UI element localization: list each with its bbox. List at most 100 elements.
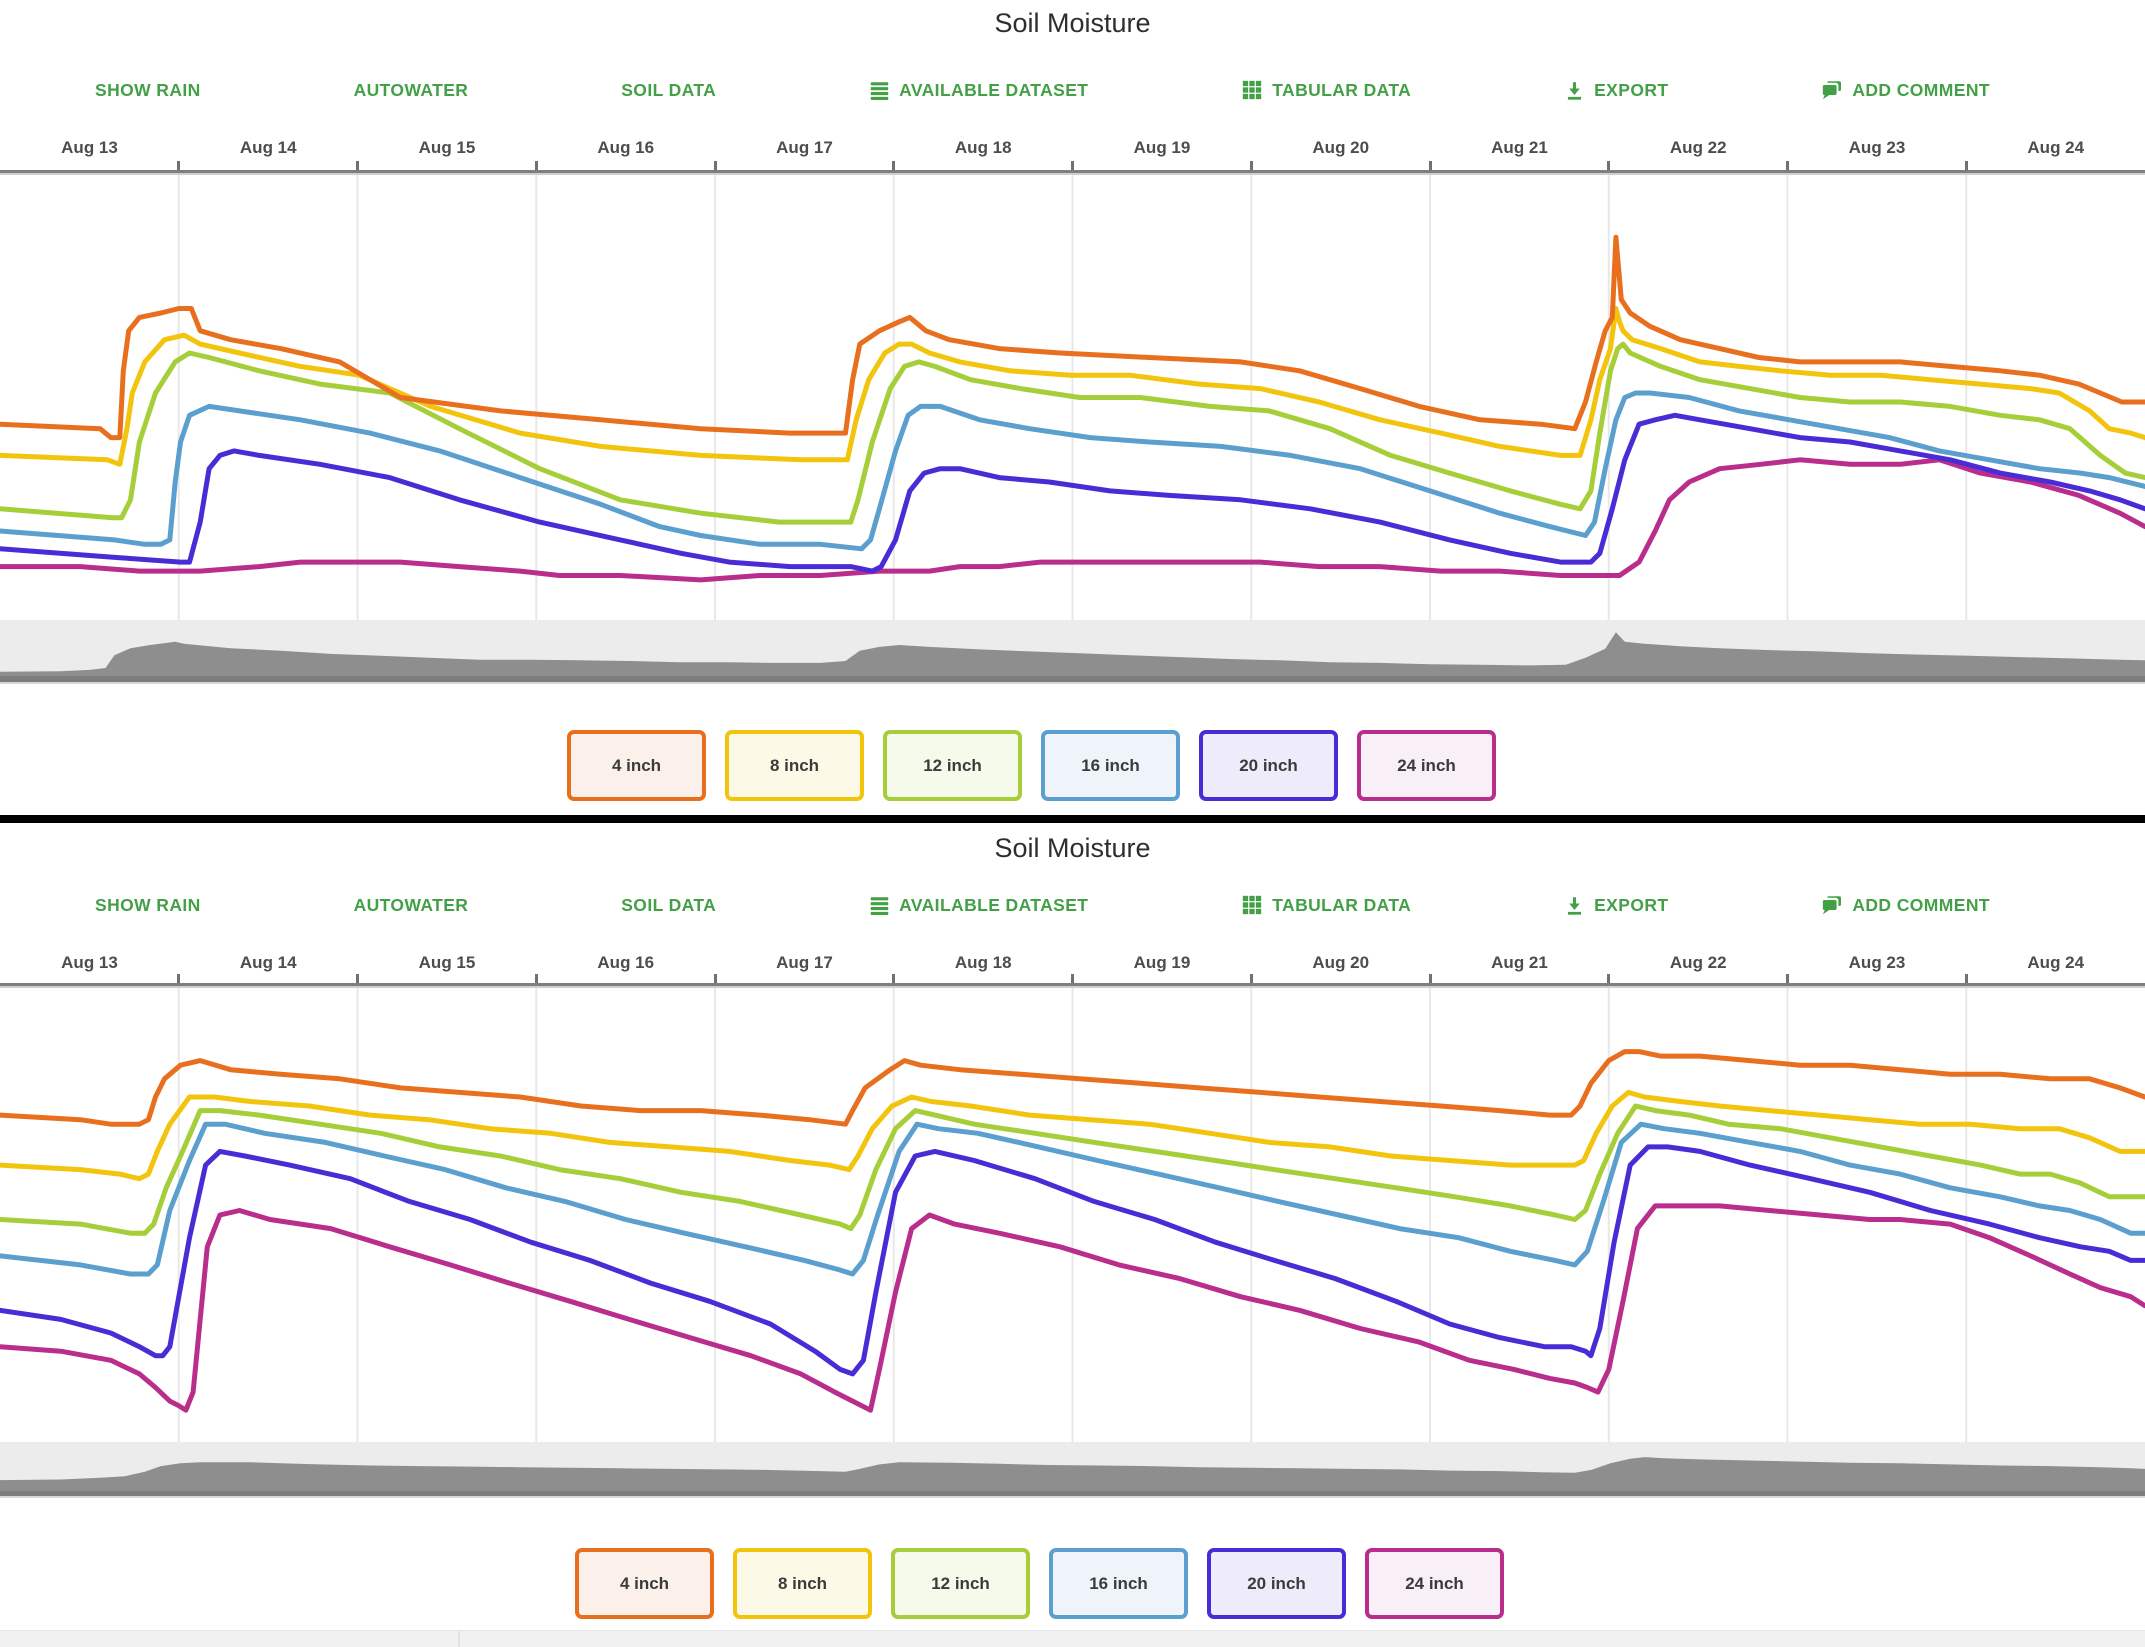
soil-data-button[interactable]: SOIL DATA bbox=[621, 895, 716, 916]
series-line-20-inch bbox=[0, 412, 2145, 574]
soil-data-button[interactable]: SOIL DATA bbox=[621, 80, 716, 101]
series-line-24-inch bbox=[0, 457, 2145, 583]
panel-title: Soil Moisture bbox=[994, 833, 1151, 863]
x-axis-tick bbox=[1428, 974, 1432, 984]
navigator-base-strip bbox=[0, 676, 2145, 684]
x-axis-tick bbox=[892, 161, 896, 171]
x-axis-labels: Aug 13 Aug 14 Aug 15 Aug 16 Aug 17 Aug 18 Aug … bbox=[0, 953, 2145, 979]
legend-item-16-inch[interactable]: 16 inch bbox=[1041, 730, 1180, 801]
list-icon bbox=[869, 80, 890, 101]
list-icon bbox=[869, 895, 890, 916]
legend-item-24-inch[interactable]: 24 inch bbox=[1357, 730, 1496, 801]
show-rain-button[interactable]: SHOW RAIN bbox=[95, 895, 201, 916]
show-rain-label: SHOW RAIN bbox=[95, 79, 201, 100]
legend-item-4-inch[interactable]: 4 inch bbox=[567, 730, 706, 801]
x-axis-tick bbox=[534, 161, 538, 171]
x-axis-label-aug-22: Aug 22 bbox=[1669, 953, 1727, 972]
x-axis-label-aug-23: Aug 23 bbox=[1848, 953, 1906, 972]
legend-item-20-inch[interactable]: 20 inch bbox=[1199, 730, 1338, 801]
soil-data-label: SOIL DATA bbox=[621, 894, 717, 915]
x-axis-tick bbox=[1249, 974, 1253, 984]
series-line-8-inch bbox=[0, 1089, 2145, 1182]
legend-item-24-inch[interactable]: 24 inch bbox=[1365, 1548, 1504, 1619]
x-axis-label-aug-16: Aug 16 bbox=[597, 953, 655, 972]
comment-icon bbox=[1821, 79, 1843, 101]
x-axis-tick bbox=[356, 161, 359, 171]
soil-moisture-chart[interactable] bbox=[0, 988, 2145, 1442]
x-axis-label-aug-16: Aug 16 bbox=[597, 138, 655, 157]
panel-divider bbox=[0, 815, 2145, 823]
export-label: EXPORT bbox=[1594, 79, 1669, 100]
legend-item-12-inch[interactable]: 12 inch bbox=[883, 730, 1022, 801]
legend-item-20-inch[interactable]: 20 inch bbox=[1207, 1548, 1346, 1619]
tabular-data-button[interactable]: TABULAR DATA bbox=[1241, 894, 1411, 916]
soil-moisture-panel-bottom: Soil Moisture SHOW RAIN AUTOWATER SOIL D… bbox=[0, 823, 2145, 1630]
navigator-area bbox=[0, 632, 2145, 684]
x-axis-label-aug-13: Aug 13 bbox=[61, 138, 118, 157]
legend: 4 inch 8 inch 12 inch 16 inch 20 inch 24 inch bbox=[567, 730, 1496, 801]
autowater-button[interactable]: AUTOWATER bbox=[354, 895, 469, 916]
rain-navigator-band[interactable] bbox=[0, 1442, 2145, 1498]
x-axis-ticks bbox=[0, 974, 2145, 984]
x-axis-label-aug-19: Aug 19 bbox=[1133, 953, 1191, 972]
show-rain-button[interactable]: SHOW RAIN bbox=[95, 80, 201, 101]
autowater-label: AUTOWATER bbox=[353, 894, 469, 915]
x-axis-label-aug-21: Aug 21 bbox=[1491, 953, 1548, 972]
x-axis-tick bbox=[892, 974, 896, 984]
x-axis-label-aug-20: Aug 20 bbox=[1312, 138, 1370, 157]
x-axis-tick bbox=[1071, 161, 1074, 171]
series-line-8-inch bbox=[0, 306, 2145, 467]
x-axis-tick bbox=[713, 974, 717, 984]
x-axis-tick bbox=[1249, 161, 1253, 171]
navigator-bottom-edge bbox=[0, 1496, 2145, 1498]
autowater-label: AUTOWATER bbox=[353, 79, 469, 100]
soil-data-label: SOIL DATA bbox=[621, 79, 717, 100]
x-axis-label-aug-19: Aug 19 bbox=[1133, 138, 1191, 157]
bottom-strip bbox=[0, 1630, 2145, 1647]
series-line-20-inch bbox=[0, 1144, 2145, 1377]
legend-item-8-inch[interactable]: 8 inch bbox=[733, 1548, 872, 1619]
download-icon bbox=[1564, 895, 1585, 916]
x-axis-label-aug-15: Aug 15 bbox=[418, 953, 476, 972]
x-axis-label-aug-14: Aug 14 bbox=[239, 953, 297, 972]
export-button[interactable]: EXPORT bbox=[1564, 895, 1668, 916]
legend: 4 inch 8 inch 12 inch 16 inch 20 inch 24 inch bbox=[575, 1548, 1504, 1619]
tabular-data-button[interactable]: TABULAR DATA bbox=[1241, 79, 1411, 101]
series-line-4-inch bbox=[0, 1049, 2145, 1127]
strip-seam bbox=[458, 1631, 460, 1647]
legend-item-8-inch[interactable]: 8 inch bbox=[725, 730, 864, 801]
x-axis-tick bbox=[1607, 161, 1611, 171]
show-rain-label: SHOW RAIN bbox=[95, 894, 201, 915]
x-axis-label-aug-20: Aug 20 bbox=[1312, 953, 1370, 972]
autowater-button[interactable]: AUTOWATER bbox=[354, 80, 469, 101]
x-axis-tick bbox=[1428, 161, 1432, 171]
panel-title: Soil Moisture bbox=[994, 8, 1151, 38]
export-button[interactable]: EXPORT bbox=[1564, 80, 1668, 101]
export-label: EXPORT bbox=[1594, 894, 1669, 915]
available-dataset-label: AVAILABLE DATASET bbox=[899, 79, 1089, 100]
rain-navigator-band[interactable] bbox=[0, 620, 2145, 684]
tabular-data-label: TABULAR DATA bbox=[1272, 79, 1412, 100]
x-axis-line bbox=[0, 983, 2145, 988]
grid-icon bbox=[1241, 894, 1263, 916]
toolbar: SHOW RAIN AUTOWATER SOIL DATA AVAILABLE … bbox=[95, 887, 1990, 923]
available-dataset-button[interactable]: AVAILABLE DATASET bbox=[869, 80, 1088, 101]
series-line-4-inch bbox=[0, 234, 2145, 441]
soil-moisture-chart[interactable] bbox=[0, 175, 2145, 620]
x-axis-label-aug-22: Aug 22 bbox=[1669, 138, 1727, 157]
legend-item-12-inch[interactable]: 12 inch bbox=[891, 1548, 1030, 1619]
x-axis-label-aug-23: Aug 23 bbox=[1848, 138, 1906, 157]
add-comment-button[interactable]: ADD COMMENT bbox=[1821, 894, 1990, 916]
legend-item-16-inch[interactable]: 16 inch bbox=[1049, 1548, 1188, 1619]
series-line-16-inch bbox=[0, 1121, 2145, 1277]
toolbar: SHOW RAIN AUTOWATER SOIL DATA AVAILABLE … bbox=[95, 72, 1990, 108]
x-axis-label-aug-14: Aug 14 bbox=[239, 138, 297, 157]
legend-item-4-inch[interactable]: 4 inch bbox=[575, 1548, 714, 1619]
x-axis-tick bbox=[356, 974, 359, 984]
add-comment-button[interactable]: ADD COMMENT bbox=[1821, 79, 1990, 101]
x-axis-label-aug-24: Aug 24 bbox=[2027, 138, 2085, 157]
series-line-16-inch bbox=[0, 390, 2145, 552]
x-axis-tick bbox=[1964, 974, 1968, 984]
available-dataset-button[interactable]: AVAILABLE DATASET bbox=[869, 895, 1088, 916]
grid-icon bbox=[1241, 79, 1263, 101]
